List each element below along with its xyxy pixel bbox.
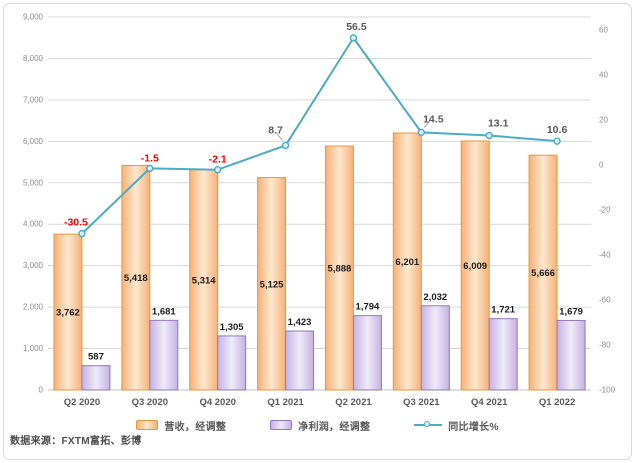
net-profit-bar: [488, 318, 518, 391]
yoy-marker: [281, 141, 290, 150]
yoy-value-label: 8.7: [268, 124, 283, 136]
revenue-value-label: 5,418: [124, 273, 148, 284]
legend-item-revenue: 营收，经调整: [136, 418, 226, 433]
revenue-value-label: 5,314: [192, 275, 216, 286]
yoy-value-label: 56.5: [346, 21, 367, 33]
x-axis-label: Q2 2021: [335, 397, 372, 408]
net-profit-bar: [352, 315, 382, 391]
net-profit-bar: [556, 319, 586, 391]
yoy-value-label: -2.1: [209, 154, 227, 166]
left-axis-tick: 2,000: [23, 303, 44, 312]
legend-item-net-profit: 净利润，经调整: [270, 418, 370, 433]
revenue-bar: [189, 169, 219, 391]
revenue-bar: [324, 145, 354, 391]
yoy-marker: [213, 166, 222, 174]
yoy-value-label: -1.5: [141, 152, 159, 164]
right-axis-tick: -80: [599, 341, 611, 350]
bar-labels: 3,762 587 5,418 1,681 5,314 1,305 5,125 1,423 5,…: [56, 257, 583, 363]
net-profit-value-label: 1,681: [152, 306, 176, 317]
net-profit-value-label: 2,032: [423, 292, 447, 303]
yoy-line-icon: [414, 420, 443, 430]
yoy-value-label: 10.6: [547, 124, 568, 136]
left-axis-tick: 7,000: [23, 95, 44, 104]
bars: [53, 132, 586, 391]
net-profit-value-label: 1,721: [491, 305, 515, 316]
revenue-bar: [53, 233, 83, 391]
x-axis-label: Q1 2022: [539, 397, 575, 408]
net-profit-swatch-icon: [270, 420, 293, 430]
chart-canvas: 0 1,000 2,000 3,000 4,000 5,000 6,000 7,000 8,00…: [23, 13, 616, 409]
right-axis-tick: -60: [599, 296, 611, 305]
yoy-value-label: -30.5: [64, 217, 88, 229]
yoy-marker: [553, 137, 561, 145]
net-profit-bar: [149, 319, 179, 391]
revenue-bar: [528, 154, 558, 391]
net-profit-bar: [217, 335, 247, 391]
revenue-value-label: 3,762: [56, 308, 80, 319]
legend-label-net-profit: 净利润，经调整: [298, 421, 371, 433]
right-axis-tick: -40: [599, 251, 611, 260]
left-axis-tick: 8,000: [23, 54, 44, 63]
net-profit-value-label: 1,794: [356, 302, 380, 313]
combo-chart: 0 1,000 2,000 3,000 4,000 5,000 6,000 7,000 8,00…: [23, 13, 616, 409]
legend-label-revenue: 营收，经调整: [164, 421, 227, 433]
right-axis-tick: -20: [599, 206, 611, 215]
x-axis-label: Q4 2021: [471, 397, 508, 408]
yoy-marker: [146, 164, 154, 173]
left-axis-tick: 3,000: [23, 261, 44, 270]
net-profit-bar: [285, 330, 315, 391]
revenue-bar: [121, 164, 151, 391]
left-axis-tick: 6,000: [23, 137, 44, 146]
revenue-value-label: 5,888: [328, 263, 352, 274]
left-axis-tick: 9,000: [23, 13, 44, 22]
yoy-marker: [417, 128, 426, 137]
net-profit-value-label: 587: [88, 352, 104, 363]
revenue-bar: [460, 140, 490, 391]
right-axis-tick: 0: [599, 161, 604, 170]
revenue-bar: [392, 132, 422, 391]
revenue-swatch-icon: [136, 420, 159, 430]
net-profit-value-label: 1,423: [288, 317, 312, 328]
yoy-marker: [485, 131, 493, 140]
legend-item-yoy: 同比增长%: [414, 418, 498, 433]
x-axis-label: Q3 2020: [132, 397, 168, 408]
x-axis-label: Q4 2020: [199, 397, 235, 408]
left-axis-tick: 1,000: [23, 344, 44, 353]
yoy-growth-line: [81, 36, 558, 235]
right-axis-tick: 20: [599, 116, 608, 125]
revenue-value-label: 6,009: [463, 261, 487, 272]
left-axis-tick: 4,000: [23, 220, 44, 229]
label-leader-line: [276, 133, 283, 141]
yoy-value-label: 14.5: [423, 113, 444, 125]
revenue-value-label: 5,125: [260, 279, 284, 290]
left-axis-tick: 5,000: [23, 178, 44, 187]
chart-legend: 营收，经调整 净利润，经调整 同比增长%: [0, 414, 635, 436]
right-axis-tick: 40: [599, 71, 608, 80]
source-note: 数据来源：FXTM富拓、彭博: [10, 436, 142, 447]
right-axis-tick: -100: [599, 386, 616, 395]
yoy-marker: [349, 34, 358, 42]
revenue-value-label: 6,201: [395, 257, 419, 268]
x-axis-label: Q1 2021: [267, 397, 304, 408]
label-leader-line: [423, 120, 431, 128]
yoy-marker: [78, 229, 86, 238]
revenue-value-label: 5,666: [531, 268, 555, 279]
yoy-value-label: 13.1: [488, 118, 509, 130]
x-axis-label: Q2 2020: [64, 397, 100, 408]
left-axis-tick: 0: [39, 386, 44, 395]
net-profit-value-label: 1,305: [220, 322, 244, 333]
net-profit-bar: [81, 365, 111, 391]
revenue-bar: [257, 177, 287, 391]
net-profit-bar: [420, 305, 450, 391]
net-profit-value-label: 1,679: [559, 306, 583, 317]
right-axis-tick: 60: [599, 26, 608, 35]
legend-label-yoy: 同比增长%: [448, 421, 499, 433]
x-axis-label: Q3 2021: [403, 397, 440, 408]
